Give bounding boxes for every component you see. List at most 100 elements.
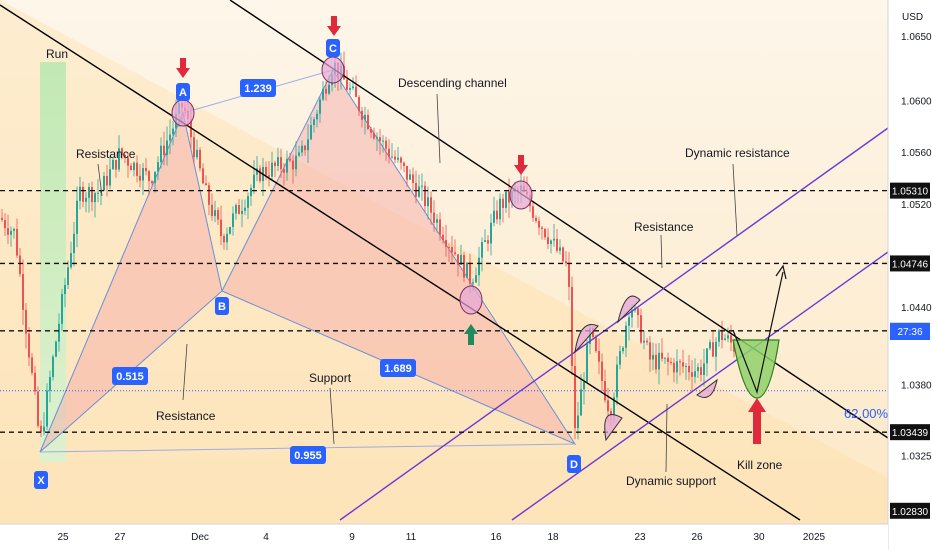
candle-body [610, 411, 612, 417]
time-axis-ticks: 25 27 Dec 4 9 11 16 18 23 26 30 2025 [57, 532, 825, 543]
svg-text:X: X [37, 475, 45, 487]
price-axis-ticks: 1.06500 1.06000 1.05600 1.05200 1.04400 1.038… [901, 32, 932, 463]
candle-body [730, 335, 732, 343]
candle-body [325, 88, 327, 94]
candle-body [418, 186, 420, 197]
descending-channel-fill [0, 0, 888, 524]
ratio-badge-4: 0.955 [290, 446, 326, 464]
candle-body [193, 137, 195, 158]
candle-body [94, 193, 96, 203]
candle-body [589, 328, 591, 344]
time-tick-label: 23 [634, 532, 646, 543]
candle-body [139, 175, 141, 181]
candle-body [394, 156, 396, 160]
candle-body [571, 286, 573, 367]
candle-body [538, 220, 540, 228]
time-tick-label: 4 [263, 532, 269, 543]
dynamic-channel-upper [339, 127, 889, 521]
candle-body [163, 145, 165, 156]
candle-body [118, 148, 120, 170]
candle-body [652, 354, 654, 360]
price-level-badge [890, 502, 930, 519]
price-level-label: 1.02830 [892, 507, 929, 518]
kill-zone-shape [732, 339, 780, 399]
candle-body [649, 342, 651, 360]
candle-body [694, 371, 696, 377]
bounce-arc-3 [604, 414, 623, 442]
point-badge-a: A [176, 83, 190, 101]
candle-body [133, 162, 135, 171]
point-c-circle [321, 56, 345, 84]
candle-body [403, 162, 405, 166]
candle-body [376, 137, 378, 139]
candle-body [460, 254, 462, 265]
candle-body [565, 261, 567, 264]
label-resistance-right: Resistance [634, 220, 694, 234]
candle-body [82, 186, 84, 202]
candle-body [619, 351, 621, 365]
candle-body [532, 206, 534, 218]
candle-body [685, 365, 687, 367]
candle-body [547, 237, 549, 245]
red-arrow-a [176, 58, 190, 78]
svg-text:B: B [218, 301, 226, 313]
candle-body [631, 310, 633, 318]
candle-body [508, 191, 510, 203]
candle-body [265, 166, 267, 176]
time-axis-panel[interactable] [0, 524, 888, 550]
candle-body [358, 96, 360, 111]
candle-body [406, 165, 408, 180]
candle-body [28, 333, 30, 358]
time-tick-label: 9 [349, 532, 355, 543]
candle-body [79, 186, 81, 201]
label-resistance-bottom: Resistance [156, 409, 216, 423]
candle-body [706, 348, 708, 364]
price-axis-panel[interactable] [888, 0, 932, 550]
candle-body [169, 134, 171, 141]
price-tick-label: 1.03800 [901, 381, 932, 392]
price-level-badge [890, 424, 930, 441]
candle-body [259, 168, 261, 182]
candle-body [442, 234, 444, 240]
svg-text:A: A [179, 87, 187, 99]
candle-body [322, 88, 324, 100]
candle-body [718, 330, 720, 342]
candle-body [361, 110, 363, 120]
candle-body [721, 330, 723, 340]
candle-body [346, 79, 348, 90]
kill-zone-arrow [748, 398, 766, 444]
candle-body [709, 342, 711, 349]
candle-body [226, 233, 228, 243]
candle-body [298, 152, 300, 156]
candle-body [712, 342, 714, 357]
candle-body [106, 175, 108, 186]
candle-body [727, 335, 729, 339]
candle-body [484, 240, 486, 243]
price-tick-label: 1.05600 [901, 148, 932, 159]
dynamic-channel-lower [511, 251, 889, 521]
candle-body [628, 317, 630, 326]
candle-body [679, 361, 681, 363]
annotation-pointers [97, 93, 738, 473]
candle-body [16, 228, 18, 256]
candle-body [61, 294, 63, 324]
candle-body [499, 198, 501, 220]
candle-body [544, 228, 546, 238]
candle-body [697, 367, 699, 372]
candle-body [607, 400, 609, 412]
candle-body [13, 228, 15, 231]
candle-body [451, 247, 453, 253]
candle-body [202, 168, 204, 184]
candle-body [235, 205, 237, 214]
price-level-badge [890, 182, 930, 199]
candle-body [622, 347, 624, 352]
candle-body [379, 137, 381, 142]
candle-body [646, 340, 648, 343]
candle-body [76, 200, 78, 234]
candle-body [691, 372, 693, 377]
candle-body [409, 174, 411, 180]
candle-body [250, 188, 252, 197]
time-tick-label: 27 [114, 532, 126, 543]
candle-body [301, 145, 303, 153]
candle-body [463, 254, 465, 278]
